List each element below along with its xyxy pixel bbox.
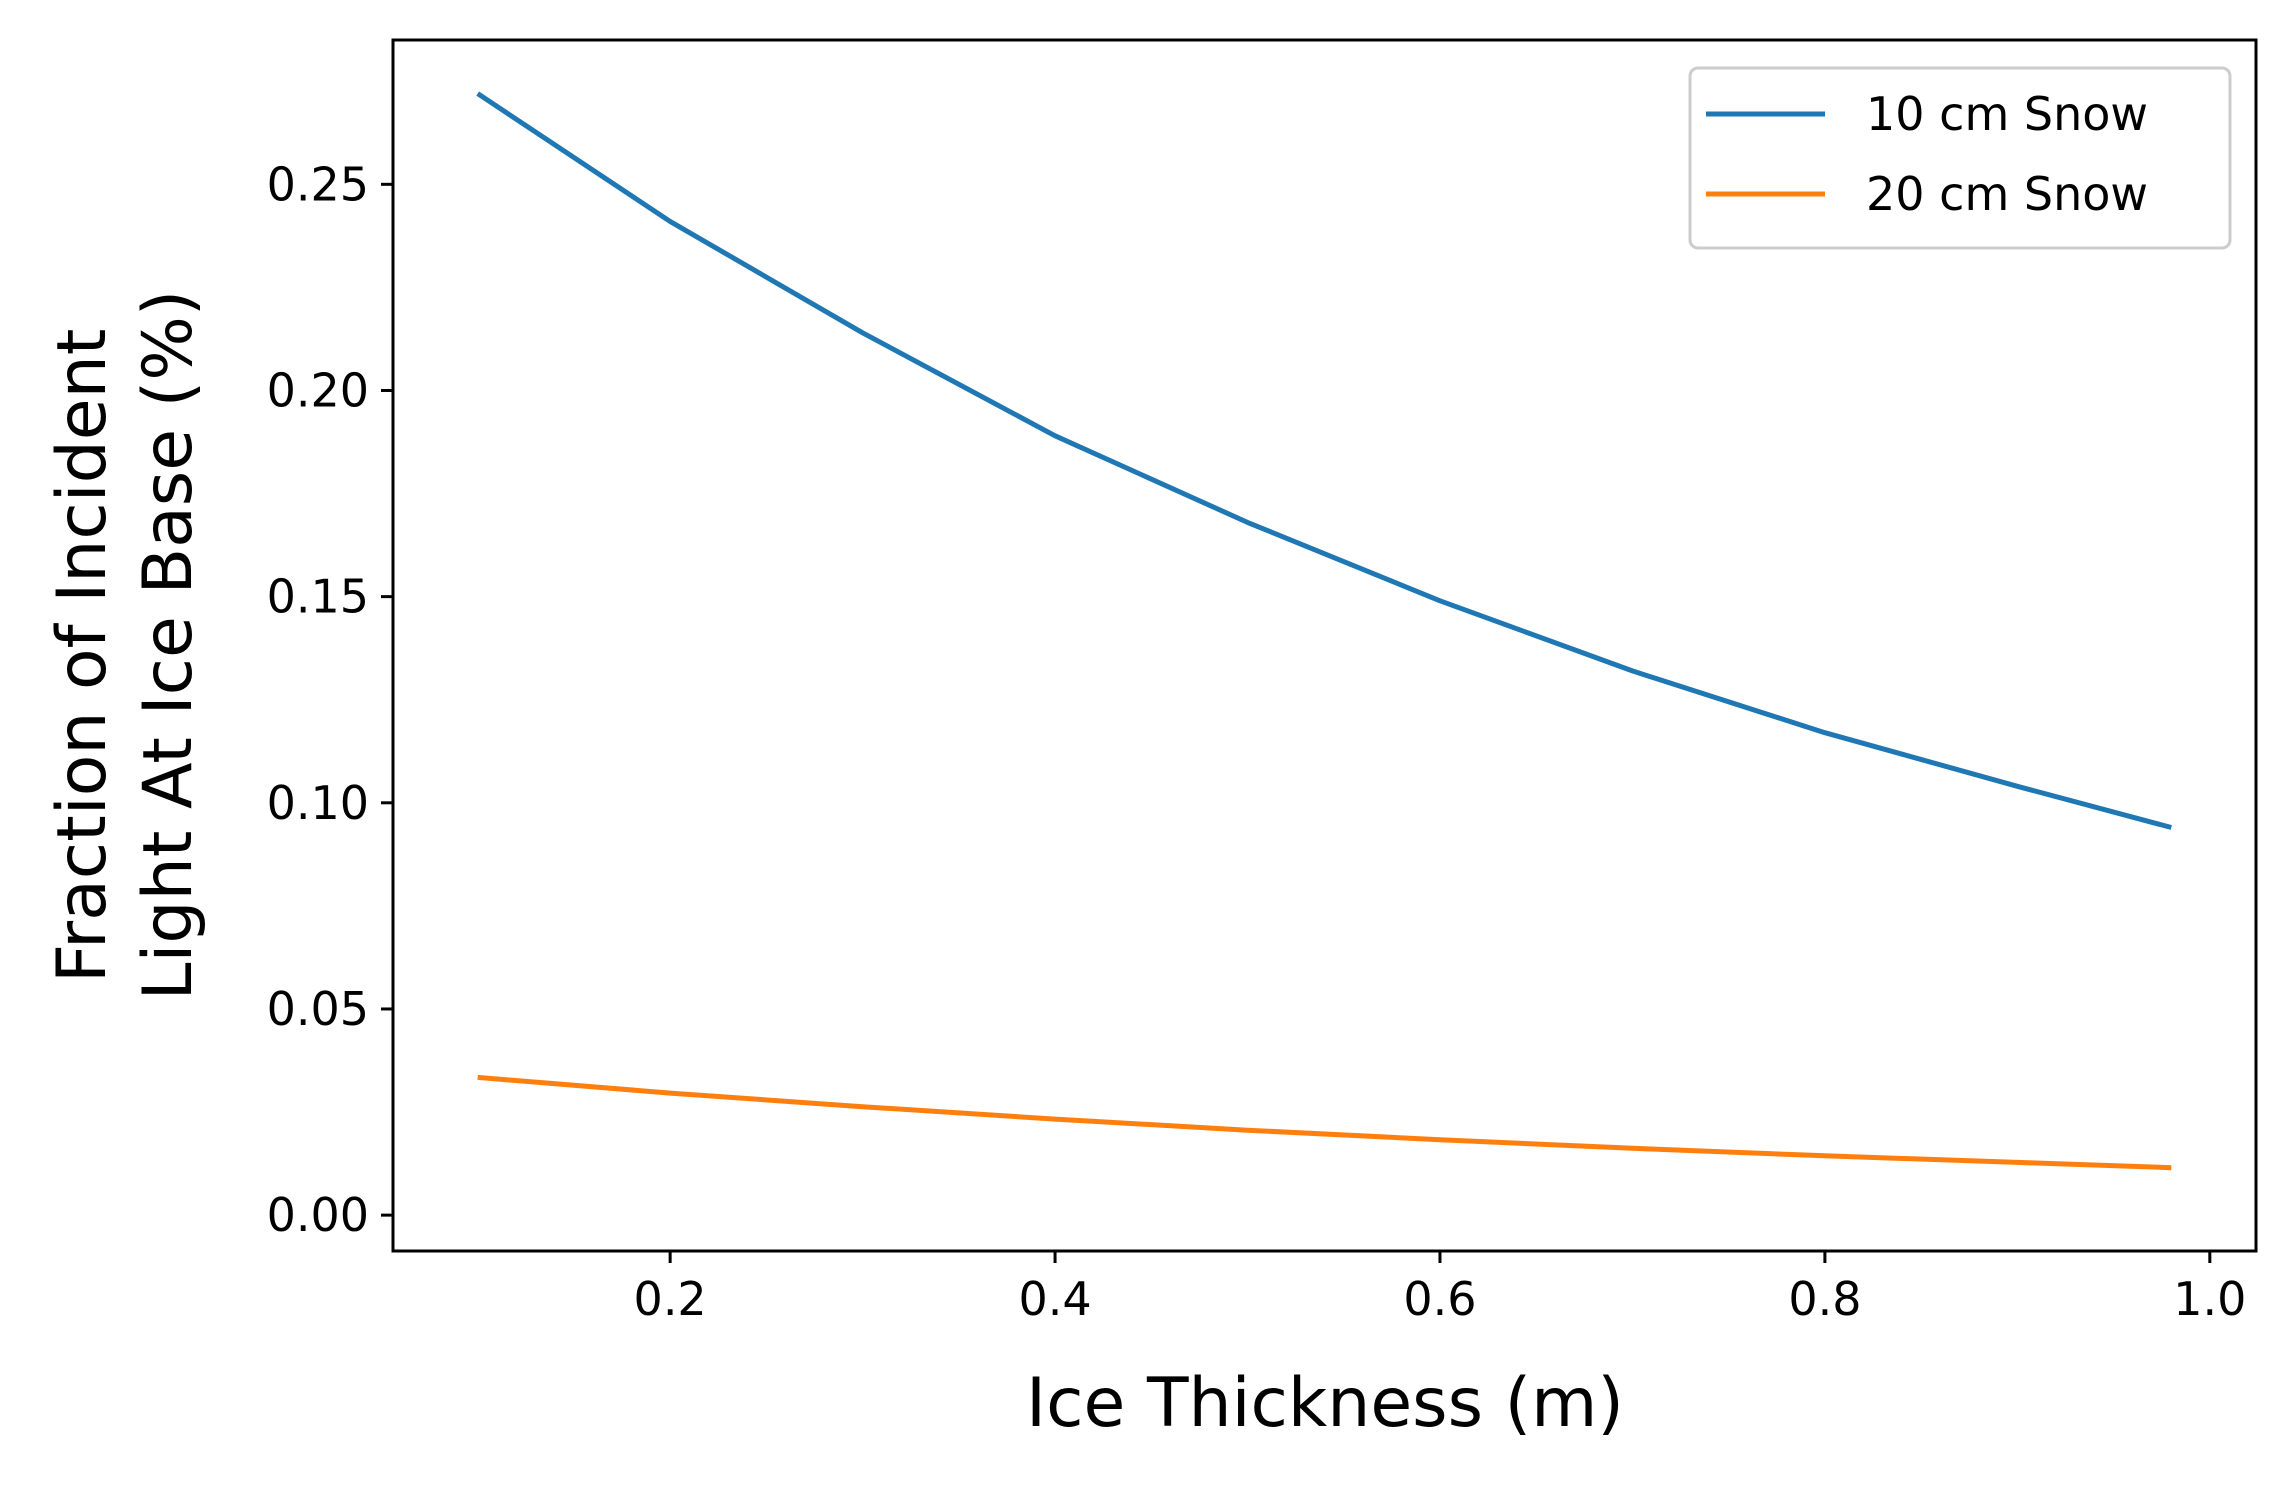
legend-label-20cm-snow: 20 cm Snow: [1866, 167, 2148, 221]
x-tick-label: 1.0: [2173, 1272, 2246, 1326]
series-lines: [476, 91, 2172, 1171]
y-tick-label: 0.00: [267, 1188, 369, 1242]
x-axis-label: Ice Thickness (m): [1026, 1364, 1624, 1443]
y-tick-label: 0.25: [267, 157, 369, 211]
plot-frame: [391, 38, 2258, 1253]
x-tick-label: 0.8: [1788, 1272, 1861, 1326]
x-tick-label: 0.4: [1018, 1272, 1091, 1326]
y-tick-label: 0.15: [267, 570, 369, 624]
y-axis-label: Fraction of Incident Light At Ice Base (…: [43, 290, 208, 1001]
x-tick-label: 0.6: [1403, 1272, 1476, 1326]
y-tick-label: 0.10: [267, 776, 369, 830]
legend: 10 cm Snow 20 cm Snow: [1688, 66, 2232, 250]
series-line-1: [477, 1074, 2172, 1171]
y-axis-label-line-1: Fraction of Incident: [43, 329, 122, 983]
x-axis-ticks: 0.2 0.4 0.6 0.8 1.0: [634, 1251, 2246, 1326]
series-line-0: [476, 91, 2172, 830]
legend-label-10cm-snow: 10 cm Snow: [1866, 87, 2148, 141]
y-tick-label: 0.20: [267, 363, 369, 417]
x-tick-label: 0.2: [634, 1272, 707, 1326]
y-axis-label-line-2: Light At Ice Base (%): [129, 290, 208, 1001]
y-axis-ticks: 0.00 0.05 0.10 0.15 0.20 0.25: [267, 157, 393, 1242]
y-tick-label: 0.05: [267, 982, 369, 1036]
